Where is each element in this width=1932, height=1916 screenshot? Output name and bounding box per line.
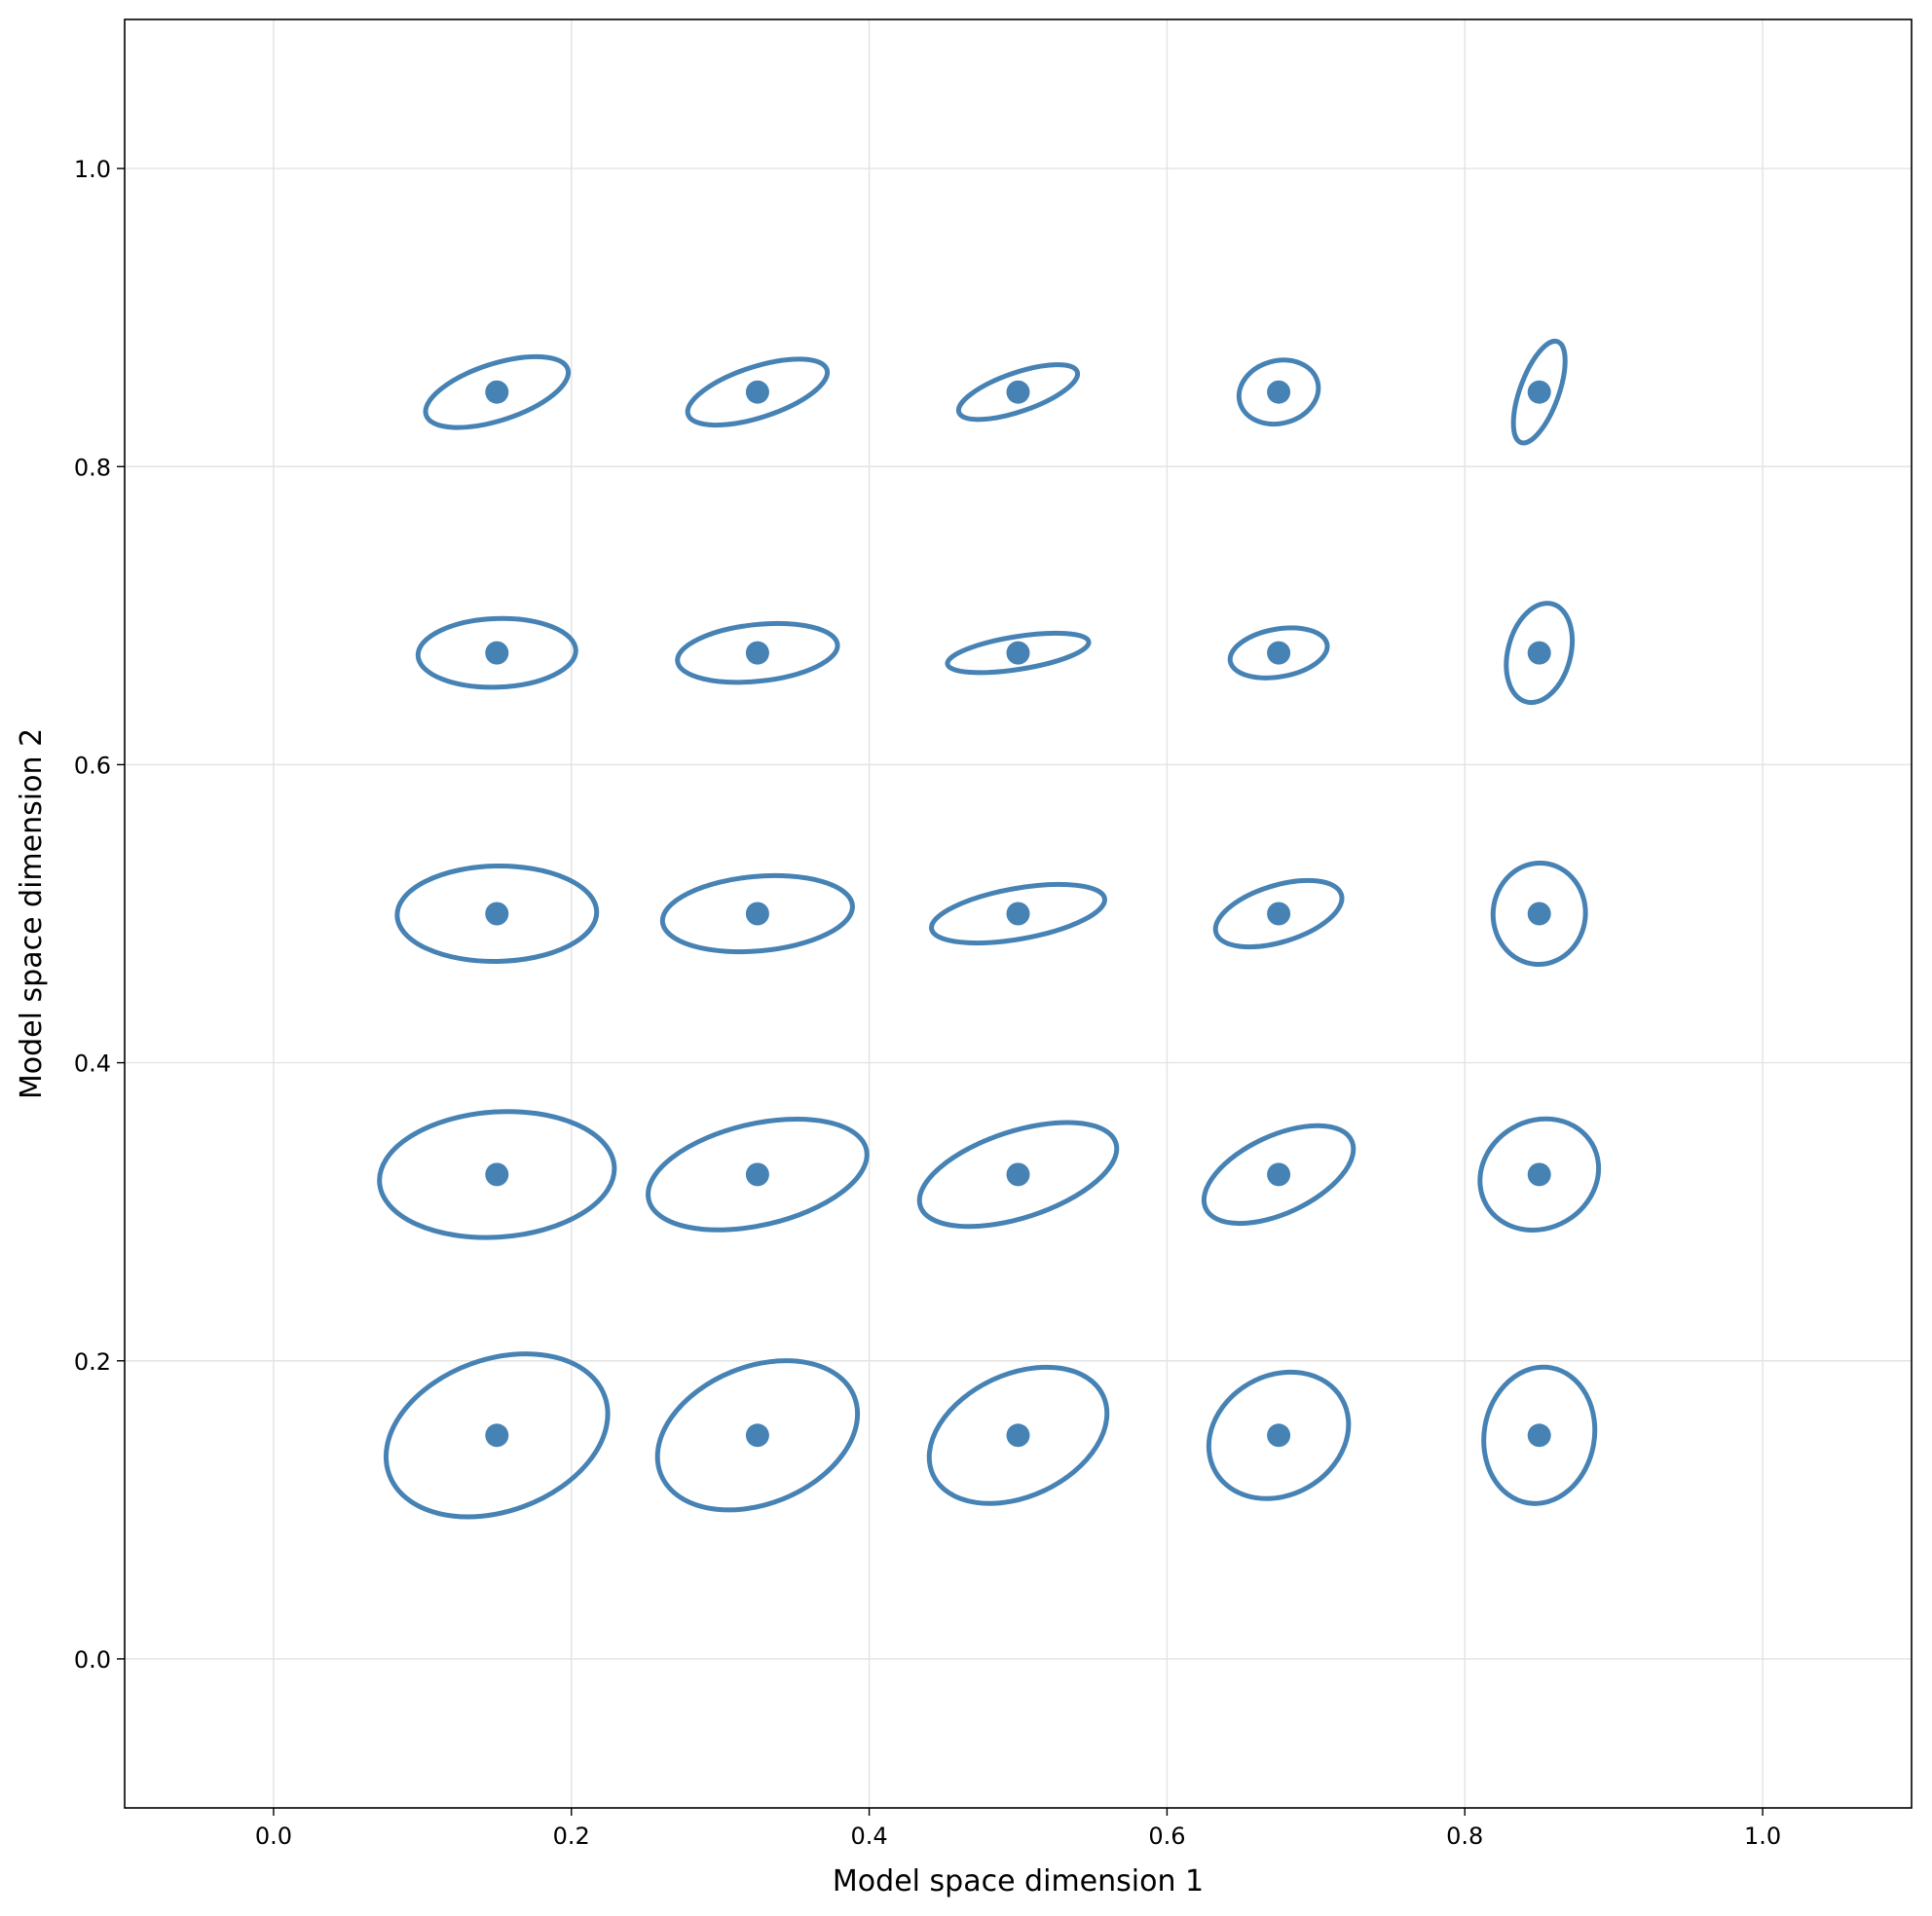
uncertainty-ellipse	[654, 1358, 861, 1513]
data-point	[745, 380, 769, 404]
y-tick-label: 0.2	[74, 1348, 111, 1376]
x-tick-label: 0.0	[255, 1823, 292, 1850]
data-point	[1527, 641, 1551, 665]
uncertainty-ellipse	[1510, 338, 1568, 446]
data-point	[1527, 1162, 1551, 1187]
uncertainty-ellipse	[945, 630, 1092, 676]
data-point	[485, 1423, 509, 1448]
data-point	[745, 641, 769, 665]
data-point	[745, 1162, 769, 1187]
uncertainty-ellipse	[955, 362, 1081, 423]
uncertainty-ellipse	[646, 1116, 870, 1233]
y-axis-ticks: 0.0 0.2 0.4 0.6 0.8 1.0	[74, 156, 125, 1674]
data-point	[1267, 902, 1291, 926]
data-point	[1006, 1423, 1030, 1448]
data-point	[1006, 380, 1030, 404]
grid	[125, 19, 1912, 1808]
data-point	[485, 380, 509, 404]
data-point	[1527, 380, 1551, 404]
uncertainty-ellipse	[685, 356, 831, 428]
data-point	[1527, 902, 1551, 926]
uncertainty-ellipse	[675, 620, 840, 685]
uncertainty-ellipse	[394, 863, 600, 965]
plot-frame	[124, 18, 1913, 1809]
ellipse-layer	[377, 338, 1602, 1520]
y-tick-label: 0.6	[74, 752, 111, 779]
y-tick-label: 0.8	[74, 454, 111, 481]
uncertainty-ellipse	[926, 1364, 1110, 1506]
y-tick-label: 0.0	[74, 1646, 111, 1674]
x-tick-label: 0.6	[1148, 1823, 1185, 1850]
uncertainty-ellipse	[916, 1120, 1120, 1230]
data-point	[485, 641, 509, 665]
data-point	[1006, 641, 1030, 665]
uncertainty-ellipse	[1236, 357, 1321, 427]
y-axis-label: Model space dimension 2	[15, 728, 49, 1099]
x-axis-label: Model space dimension 1	[833, 1864, 1204, 1898]
data-point	[745, 1423, 769, 1448]
data-point	[1267, 641, 1291, 665]
y-tick-label: 1.0	[74, 156, 111, 183]
uncertainty-ellipse	[1227, 625, 1330, 681]
x-axis-ticks: 0.0 0.2 0.4 0.6 0.8 1.0	[255, 1808, 1781, 1850]
x-tick-label: 0.8	[1446, 1823, 1483, 1850]
point-layer	[485, 380, 1551, 1448]
data-point	[1267, 380, 1291, 404]
uncertainty-ellipse	[1206, 1369, 1352, 1501]
uncertainty-ellipse	[1201, 1123, 1356, 1227]
uncertainty-ellipse	[1490, 860, 1588, 968]
data-point	[1006, 1162, 1030, 1187]
x-tick-label: 0.2	[553, 1823, 590, 1850]
data-point	[1267, 1423, 1291, 1448]
uncertainty-ellipse	[929, 881, 1107, 946]
uncertainty-ellipse	[1481, 1364, 1598, 1506]
data-point	[1267, 1162, 1291, 1187]
uncertainty-ellipse	[415, 615, 578, 690]
uncertainty-ellipse	[659, 872, 855, 955]
data-point	[1527, 1423, 1551, 1448]
x-tick-label: 0.4	[850, 1823, 887, 1850]
y-tick-label: 0.4	[74, 1050, 111, 1078]
data-point	[1006, 902, 1030, 926]
uncertainty-ellipse	[1504, 601, 1576, 706]
uncertainty-ellipse	[1212, 877, 1345, 950]
uncertainty-ellipse	[423, 353, 572, 430]
data-point	[745, 902, 769, 926]
x-tick-label: 1.0	[1744, 1823, 1781, 1850]
data-point	[485, 902, 509, 926]
uncertainty-ellipse	[383, 1351, 611, 1520]
uncertainty-ellipse	[1477, 1116, 1602, 1233]
data-point	[485, 1162, 509, 1187]
uncertainty-ellipse	[377, 1109, 617, 1240]
